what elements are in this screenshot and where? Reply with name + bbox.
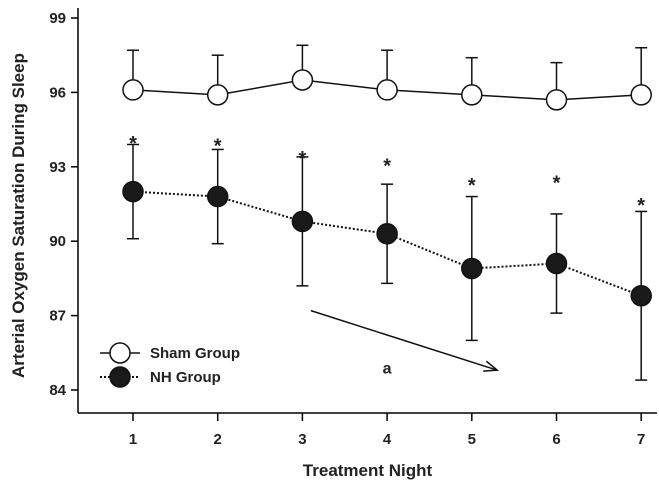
data-point bbox=[291, 210, 314, 233]
x-tick-label: 3 bbox=[298, 431, 306, 448]
data-point bbox=[206, 185, 229, 208]
significance-mark: * bbox=[553, 173, 561, 195]
data-point bbox=[630, 84, 652, 106]
y-tick-label: 96 bbox=[49, 84, 66, 101]
legend-entry-sham: Sham Group bbox=[100, 342, 240, 364]
data-point bbox=[376, 79, 398, 101]
data-point bbox=[206, 84, 229, 106]
data-point bbox=[291, 69, 314, 91]
y-tick-label: 87 bbox=[49, 308, 66, 325]
trend-arrow-head bbox=[483, 360, 500, 372]
y-tick-label: 84 bbox=[49, 382, 66, 399]
axes: 84 87 90 93 96 99 1 2 3 4 5 6 7 Treatment Night Arteri… bbox=[9, 8, 657, 480]
y-tick-label: 90 bbox=[49, 233, 66, 250]
y-axis-title: Arterial Oxygen Saturation During Sleep bbox=[9, 53, 28, 378]
y-tick-label: 93 bbox=[49, 159, 66, 176]
trend-label: a bbox=[383, 361, 392, 378]
x-tick-label: 1 bbox=[129, 431, 137, 448]
legend-label: Sham Group bbox=[150, 345, 240, 362]
legend: Sham Group NH Group bbox=[100, 342, 240, 388]
legend-marker bbox=[109, 342, 131, 364]
significance-mark: * bbox=[129, 133, 137, 155]
significance-mark: * bbox=[468, 175, 476, 197]
trend-arrow-shaft bbox=[310, 309, 498, 371]
data-point bbox=[630, 285, 652, 307]
x-tick-label: 6 bbox=[552, 431, 560, 448]
x-axis-title: Treatment Night bbox=[303, 461, 433, 480]
significance-mark: * bbox=[383, 155, 391, 177]
series-sham bbox=[122, 44, 652, 111]
x-tick-label: 5 bbox=[468, 431, 476, 448]
data-point bbox=[376, 223, 398, 245]
legend-marker bbox=[109, 366, 131, 388]
series-nh bbox=[122, 143, 652, 381]
series-layer bbox=[122, 44, 652, 381]
data-point bbox=[122, 180, 144, 203]
significance-mark: * bbox=[214, 135, 222, 157]
annotations: * * * * * * * a bbox=[129, 133, 645, 378]
data-point bbox=[461, 257, 483, 280]
x-tick-label: 4 bbox=[383, 431, 392, 448]
y-tick-label: 99 bbox=[49, 10, 66, 27]
x-tick-label: 7 bbox=[637, 431, 645, 448]
significance-mark: * bbox=[299, 148, 307, 170]
x-tick-label: 2 bbox=[214, 431, 222, 448]
data-point bbox=[545, 252, 568, 275]
data-point bbox=[122, 79, 144, 101]
data-point bbox=[461, 84, 483, 106]
data-point bbox=[545, 89, 568, 111]
legend-entry-nh: NH Group bbox=[100, 366, 221, 388]
significance-mark: * bbox=[637, 195, 645, 217]
legend-label: NH Group bbox=[150, 369, 221, 386]
